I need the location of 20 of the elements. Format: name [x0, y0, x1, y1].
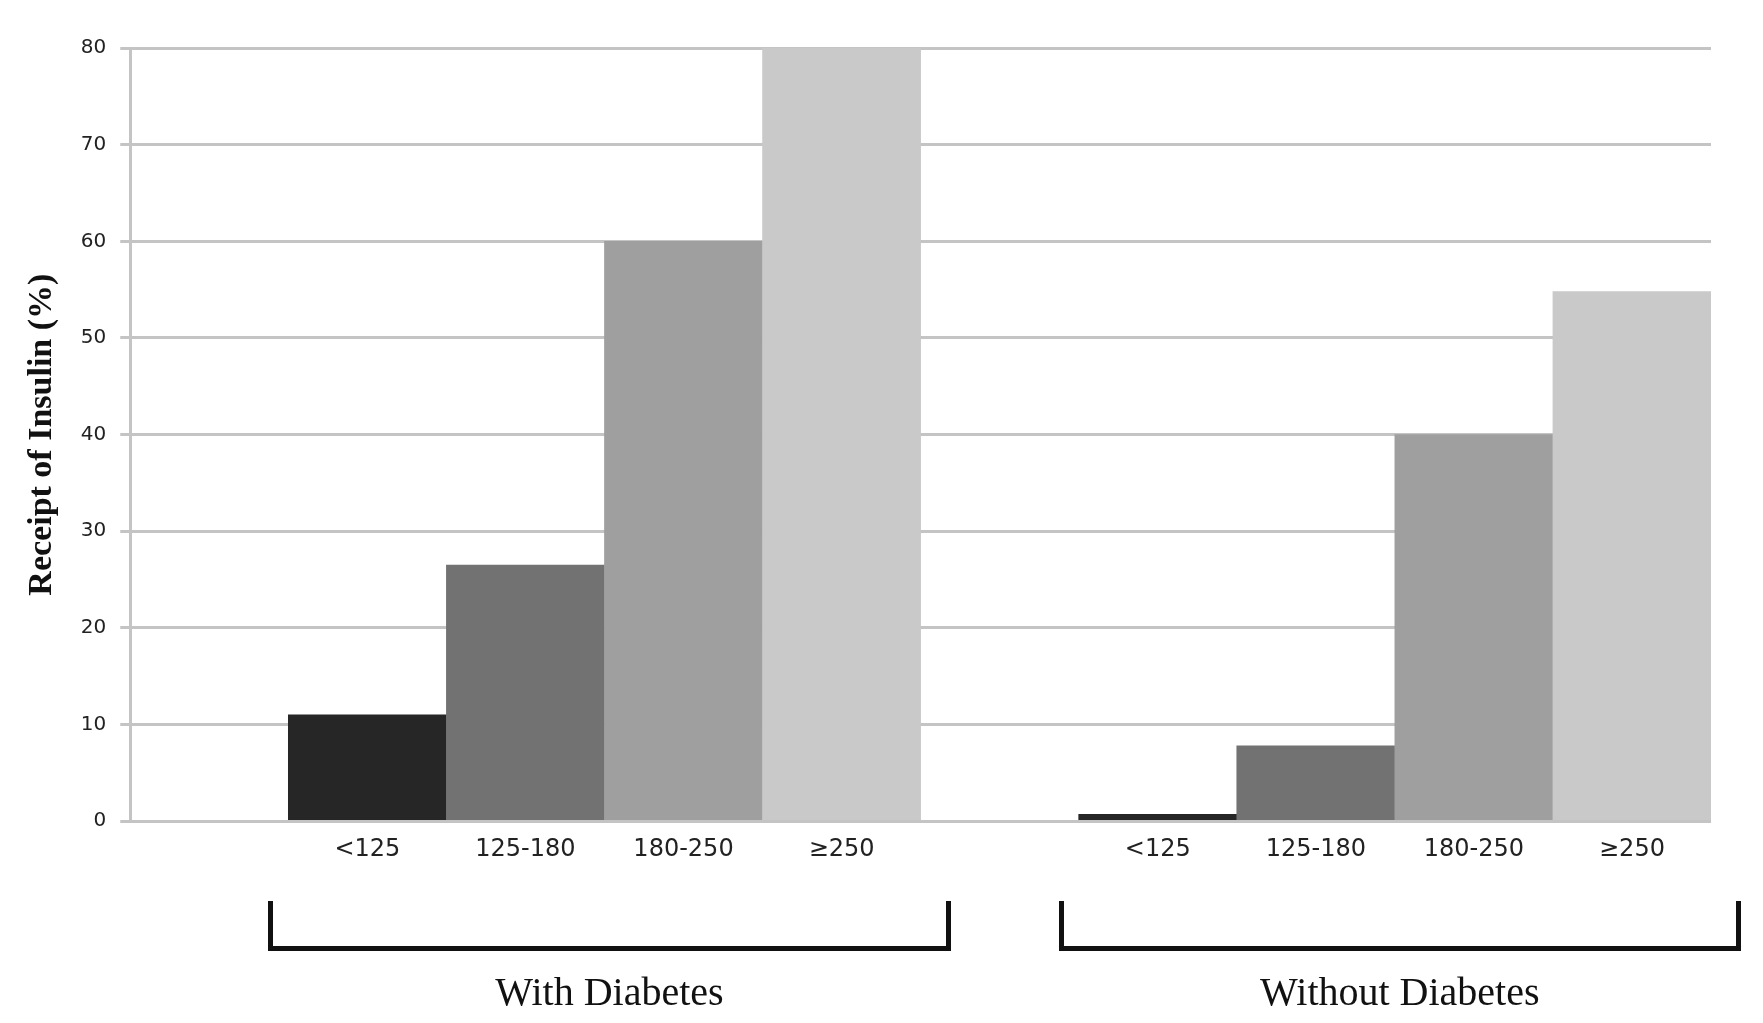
x-tick-label: 180-250 — [633, 833, 734, 862]
y-tick-label: 20 — [80, 614, 107, 639]
y-tick-label: 80 — [80, 34, 107, 59]
x-tick-label: 125-180 — [1265, 833, 1366, 862]
y-tick-label: 0 — [93, 807, 107, 832]
x-tick-label: 180-250 — [1423, 833, 1525, 862]
y-axis-title: Receipt of Insulin (%) — [21, 273, 60, 596]
text: With Diabetes — [494, 968, 725, 1015]
y-tick-label: 60 — [80, 227, 107, 252]
y-tick-label: 40 — [80, 420, 107, 445]
y-tick-label: 30 — [80, 517, 107, 542]
text: Without Diabetes — [1259, 968, 1541, 1015]
x-tick-label: <125 — [1124, 833, 1191, 862]
x-tick-label: 125-180 — [475, 833, 576, 862]
y-tick-label: 70 — [80, 130, 107, 155]
x-tick-label: <125 — [334, 833, 401, 862]
y-tick-label: 50 — [80, 324, 107, 349]
x-tick-label: ≥250 — [1599, 833, 1665, 862]
x-tick-label: ≥250 — [808, 833, 875, 862]
y-tick-label: 10 — [80, 710, 107, 735]
